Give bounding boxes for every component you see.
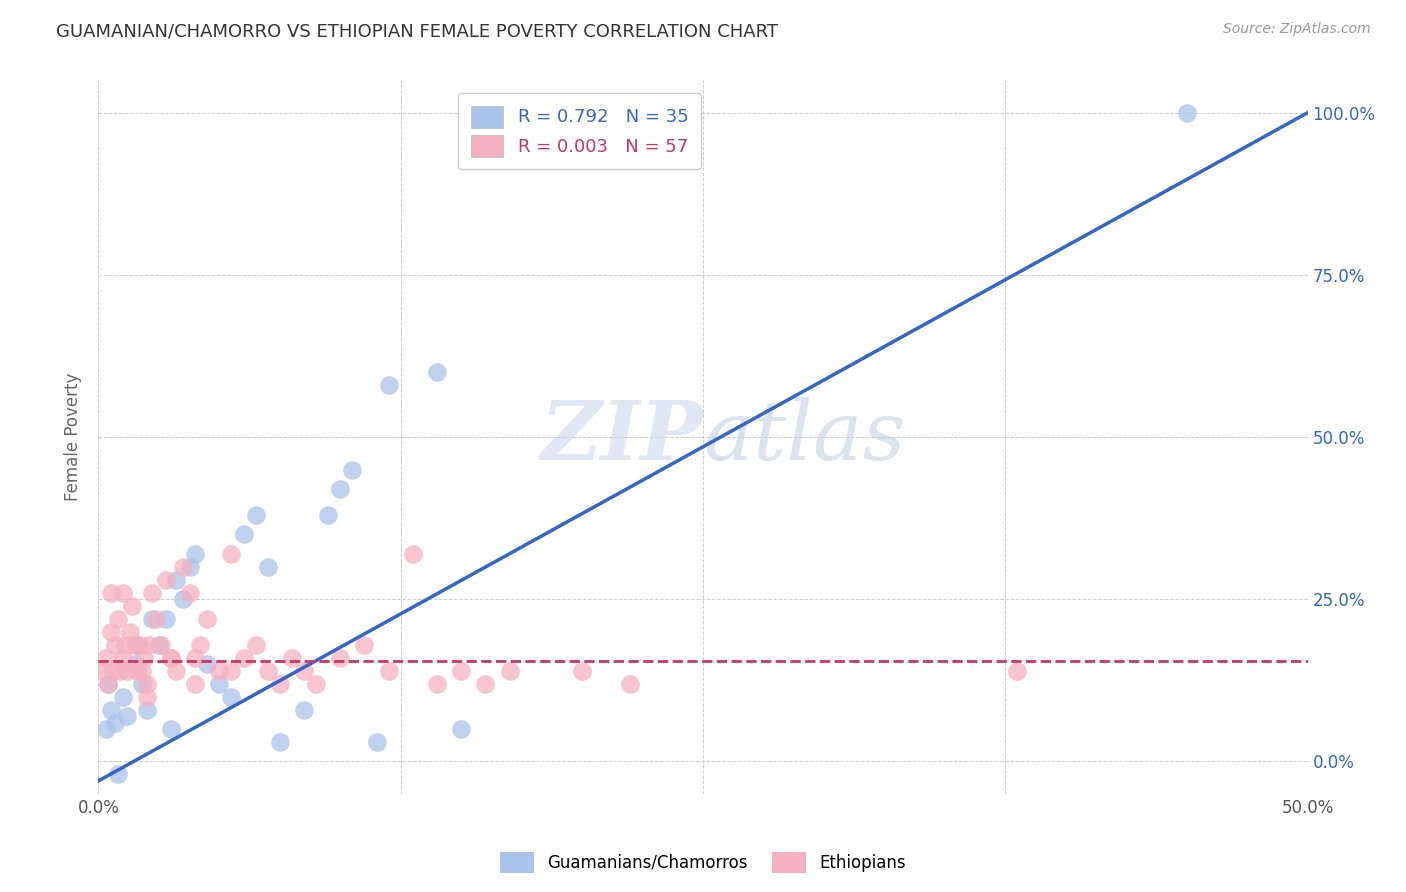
Point (101, 664, 124, 678)
Point (1007, 664, 1029, 678)
Point (172, 559, 194, 574)
Point (114, 638, 136, 652)
Point (426, 676, 449, 690)
Point (141, 612, 163, 626)
Point (124, 657, 146, 672)
Y-axis label: Female Poverty: Female Poverty (65, 373, 83, 501)
Text: Source: ZipAtlas.com: Source: ZipAtlas.com (1223, 22, 1371, 37)
Point (172, 592, 194, 607)
Point (571, 664, 593, 678)
Point (353, 638, 375, 652)
Point (111, 650, 134, 665)
Point (160, 650, 183, 665)
Point (316, 508, 339, 522)
Point (377, 378, 399, 392)
Point (342, 462, 364, 476)
Point (97, 676, 120, 690)
Legend: Guamanians/Chamorros, Ethiopians: Guamanians/Chamorros, Ethiopians (494, 846, 912, 880)
Point (118, 624, 141, 639)
Text: ZIP: ZIP (540, 397, 703, 477)
Point (165, 664, 187, 678)
Point (148, 638, 170, 652)
Point (111, 690, 134, 704)
Text: atlas: atlas (703, 397, 905, 477)
Point (145, 612, 167, 626)
Point (131, 664, 153, 678)
Point (127, 638, 149, 652)
Point (127, 664, 149, 678)
Point (366, 735, 388, 749)
Point (402, 547, 425, 561)
Point (208, 664, 231, 678)
Point (208, 676, 231, 690)
Point (292, 664, 315, 678)
Point (134, 650, 156, 665)
Point (117, 709, 139, 723)
Point (135, 676, 157, 690)
Point (94, 650, 117, 665)
Point (141, 586, 163, 600)
Point (160, 650, 183, 665)
Point (498, 664, 520, 678)
Point (97, 676, 120, 690)
Point (232, 527, 254, 541)
Point (131, 676, 153, 690)
Point (450, 664, 472, 678)
Point (91, 664, 114, 678)
Point (245, 638, 267, 652)
Legend: R = 0.792   N = 35, R = 0.003   N = 57: R = 0.792 N = 35, R = 0.003 N = 57 (458, 93, 702, 169)
Point (155, 612, 177, 626)
Point (195, 612, 218, 626)
Point (292, 702, 315, 716)
Point (104, 638, 127, 652)
Point (179, 586, 201, 600)
Point (184, 547, 207, 561)
Point (184, 676, 207, 690)
Point (195, 657, 218, 672)
Point (329, 482, 352, 496)
Point (256, 664, 278, 678)
Point (100, 624, 122, 639)
Point (165, 573, 187, 587)
Point (121, 599, 143, 613)
Point (221, 664, 243, 678)
Point (474, 676, 496, 690)
Point (111, 586, 134, 600)
Point (150, 638, 173, 652)
Point (426, 365, 449, 379)
Point (450, 722, 472, 736)
Point (104, 715, 127, 730)
Point (117, 664, 139, 678)
Point (124, 638, 146, 652)
Point (329, 650, 352, 665)
Point (221, 547, 243, 561)
Point (245, 508, 267, 522)
Point (155, 573, 177, 587)
Point (107, 612, 129, 626)
Point (188, 638, 211, 652)
Point (107, 767, 129, 781)
Point (269, 735, 291, 749)
Point (377, 664, 399, 678)
Point (281, 650, 304, 665)
Point (138, 638, 160, 652)
Point (100, 702, 122, 716)
Point (1175, 105, 1198, 120)
Point (135, 690, 157, 704)
Point (135, 702, 157, 716)
Point (221, 690, 243, 704)
Point (256, 559, 278, 574)
Point (232, 650, 254, 665)
Text: GUAMANIAN/CHAMORRO VS ETHIOPIAN FEMALE POVERTY CORRELATION CHART: GUAMANIAN/CHAMORRO VS ETHIOPIAN FEMALE P… (56, 22, 779, 40)
Point (184, 650, 207, 665)
Point (305, 676, 328, 690)
Point (100, 586, 122, 600)
Point (128, 638, 150, 652)
Point (94, 722, 117, 736)
Point (160, 722, 183, 736)
Point (179, 559, 201, 574)
Point (269, 676, 291, 690)
Point (108, 664, 131, 678)
Point (619, 676, 641, 690)
